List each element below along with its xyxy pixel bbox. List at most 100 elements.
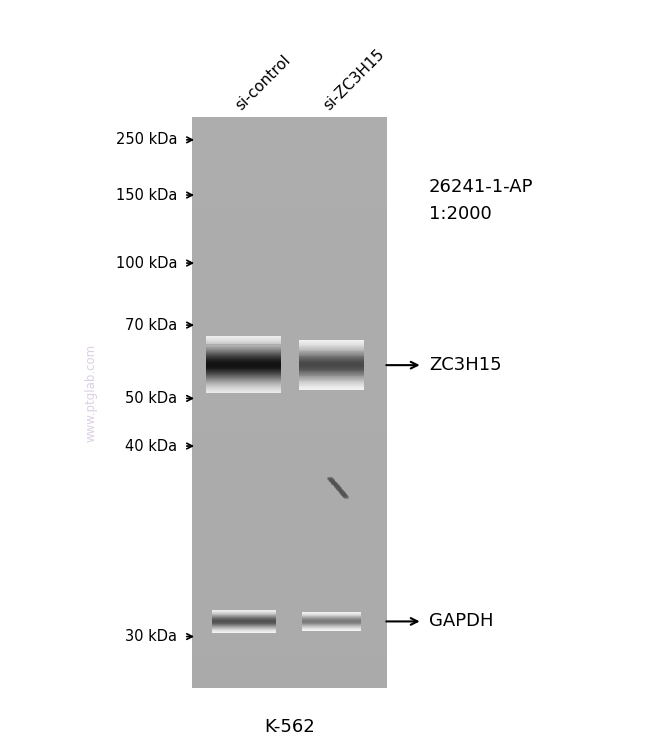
- Bar: [206, 345, 281, 346]
- Bar: [343, 494, 348, 497]
- Bar: [206, 368, 281, 370]
- Bar: [300, 352, 363, 353]
- Bar: [330, 479, 335, 482]
- Bar: [206, 370, 281, 371]
- Bar: [339, 490, 344, 493]
- Bar: [300, 371, 363, 372]
- Bar: [300, 385, 363, 386]
- Bar: [206, 386, 281, 387]
- Bar: [331, 481, 336, 484]
- Bar: [206, 388, 281, 389]
- Text: 70 kDa: 70 kDa: [125, 318, 177, 333]
- Bar: [333, 483, 338, 486]
- Bar: [300, 369, 363, 370]
- Bar: [300, 348, 363, 349]
- Bar: [206, 361, 281, 362]
- Text: si-ZC3H15: si-ZC3H15: [321, 47, 387, 113]
- Bar: [206, 381, 281, 382]
- Text: 100 kDa: 100 kDa: [116, 256, 177, 271]
- Bar: [300, 351, 363, 352]
- Bar: [330, 479, 335, 482]
- Bar: [300, 343, 363, 344]
- Text: GAPDH: GAPDH: [429, 612, 493, 631]
- Bar: [300, 367, 363, 368]
- Bar: [328, 478, 333, 481]
- Bar: [206, 339, 281, 341]
- Bar: [206, 356, 281, 357]
- Bar: [335, 485, 340, 488]
- Bar: [206, 377, 281, 378]
- Bar: [341, 493, 346, 496]
- Bar: [300, 375, 363, 376]
- Bar: [206, 373, 281, 374]
- Bar: [300, 366, 363, 367]
- Bar: [300, 370, 363, 371]
- Bar: [337, 488, 342, 491]
- Bar: [206, 371, 281, 373]
- Bar: [343, 496, 348, 499]
- Bar: [206, 385, 281, 386]
- Bar: [300, 384, 363, 385]
- Bar: [341, 493, 346, 496]
- Bar: [206, 374, 281, 375]
- Bar: [300, 361, 363, 362]
- Bar: [340, 491, 345, 494]
- Bar: [300, 373, 363, 374]
- Bar: [206, 363, 281, 364]
- Bar: [206, 391, 281, 392]
- Bar: [206, 348, 281, 349]
- Bar: [206, 342, 281, 343]
- Bar: [206, 341, 281, 342]
- Bar: [335, 486, 341, 489]
- Bar: [300, 344, 363, 345]
- Bar: [300, 339, 363, 341]
- Bar: [300, 346, 363, 347]
- Bar: [300, 345, 363, 346]
- Bar: [343, 495, 348, 498]
- Text: 30 kDa: 30 kDa: [125, 629, 177, 644]
- Bar: [328, 477, 333, 480]
- Bar: [300, 377, 363, 378]
- Bar: [300, 360, 363, 361]
- Bar: [206, 383, 281, 384]
- Text: si-control: si-control: [233, 53, 294, 113]
- Bar: [337, 488, 342, 491]
- Bar: [300, 372, 363, 373]
- Bar: [300, 378, 363, 379]
- Bar: [328, 477, 333, 480]
- Bar: [206, 355, 281, 356]
- Bar: [333, 484, 339, 487]
- Bar: [206, 375, 281, 376]
- Bar: [206, 357, 281, 358]
- Bar: [300, 376, 363, 377]
- Text: 40 kDa: 40 kDa: [125, 438, 177, 454]
- Bar: [206, 384, 281, 385]
- Bar: [300, 374, 363, 375]
- Text: 50 kDa: 50 kDa: [125, 391, 177, 406]
- Bar: [300, 350, 363, 351]
- Text: www.ptglab.com: www.ptglab.com: [84, 344, 98, 442]
- Bar: [300, 364, 363, 366]
- Bar: [206, 364, 281, 366]
- Bar: [206, 360, 281, 361]
- Bar: [206, 378, 281, 379]
- Bar: [300, 347, 363, 348]
- Bar: [300, 354, 363, 355]
- Bar: [342, 494, 347, 497]
- Bar: [206, 353, 281, 354]
- Bar: [206, 349, 281, 350]
- Bar: [206, 382, 281, 383]
- Bar: [206, 359, 281, 360]
- Bar: [300, 379, 363, 380]
- Bar: [332, 482, 337, 485]
- Bar: [334, 485, 339, 488]
- Bar: [206, 392, 281, 393]
- Bar: [337, 488, 343, 491]
- Bar: [300, 358, 363, 359]
- Bar: [300, 388, 363, 389]
- Bar: [332, 482, 337, 485]
- Bar: [300, 383, 363, 384]
- Bar: [206, 337, 281, 338]
- Bar: [343, 494, 348, 497]
- Bar: [334, 485, 339, 488]
